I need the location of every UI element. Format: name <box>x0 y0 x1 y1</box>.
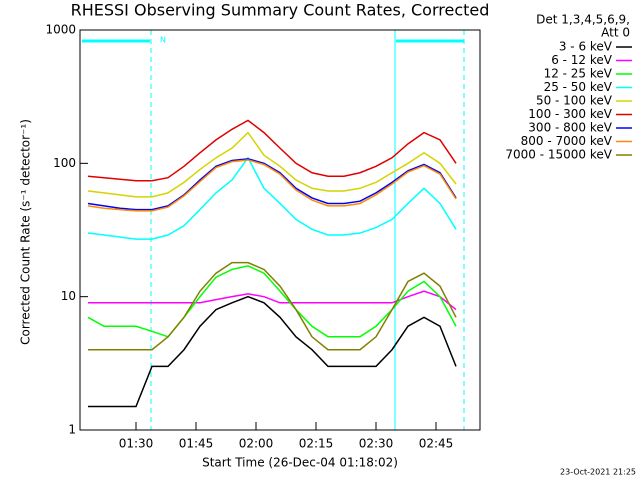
x-tick-label: 01:30 <box>119 437 154 451</box>
legend-label: 3 - 6 keV <box>559 40 613 54</box>
legend-label: 6 - 12 keV <box>551 53 613 67</box>
y-tick-label: 10 <box>61 289 76 303</box>
legend-label: 7000 - 15000 keV <box>505 148 612 162</box>
y-axis-label: Corrected Count Rate (s⁻¹ detector⁻¹) <box>19 119 33 345</box>
series-line <box>87 156 457 240</box>
y-tick-label: 1000 <box>45 23 76 37</box>
legend-label: 800 - 7000 keV <box>521 134 613 148</box>
y-tick-label: 100 <box>53 156 76 170</box>
x-axis-label: Start Time (26-Dec-04 01:18:02) <box>202 456 398 470</box>
series-line <box>88 290 457 311</box>
legend-label: 100 - 300 keV <box>528 107 612 121</box>
series-line <box>88 295 457 408</box>
legend-label: 25 - 50 keV <box>544 80 613 94</box>
series-line <box>87 119 457 182</box>
series-line <box>87 158 457 211</box>
footer: 23-Oct-2021 21:25 <box>560 468 636 477</box>
plot-frame <box>79 29 481 431</box>
legend-title: Det 1,3,4,5,6,9, <box>536 13 630 27</box>
series-line <box>87 159 457 212</box>
legend-label: 50 - 100 keV <box>536 94 613 108</box>
y-tick-label: 1 <box>68 423 76 437</box>
series-line <box>87 265 457 338</box>
legend-label: 300 - 800 keV <box>528 121 612 135</box>
x-tick-label: 01:45 <box>179 437 214 451</box>
x-tick-label: 02:45 <box>419 437 454 451</box>
x-tick-label: 02:00 <box>239 437 274 451</box>
x-tick-label: 02:15 <box>299 437 334 451</box>
series-line <box>88 261 457 351</box>
annotation: N <box>160 36 166 45</box>
x-tick-label: 02:30 <box>359 437 394 451</box>
series-line <box>87 131 457 198</box>
legend-label: 12 - 25 keV <box>544 67 613 81</box>
chart-title: RHESSI Observing Summary Count Rates, Co… <box>71 1 490 20</box>
legend-title: Att 0 <box>601 26 630 40</box>
